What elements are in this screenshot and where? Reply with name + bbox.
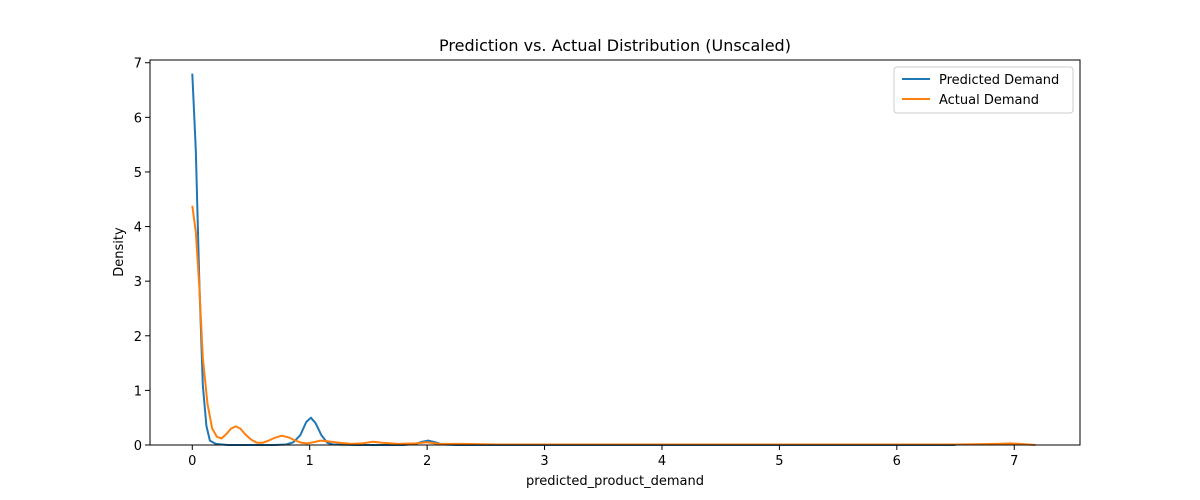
legend-label-predicted: Predicted Demand [939,73,1059,88]
x-tick-label: 2 [423,454,431,469]
y-tick-label: 2 [134,330,142,345]
x-tick-label: 6 [893,454,901,469]
x-tick-label: 4 [658,454,666,469]
x-axis-label: predicted_product_demand [526,474,704,489]
y-tick-label: 3 [134,275,142,290]
y-axis-ticks: 0 1 2 3 4 5 6 7 [134,57,150,454]
x-axis-ticks: 0 1 2 3 4 5 6 7 [188,445,1018,469]
y-tick-label: 5 [134,166,142,181]
plot-frame [149,59,1081,446]
chart-title: Prediction vs. Actual Distribution (Unsc… [439,36,791,55]
x-tick-label: 0 [188,454,196,469]
y-tick-label: 7 [134,57,142,72]
x-tick-label: 3 [540,454,548,469]
legend: Predicted Demand Actual Demand [893,66,1074,114]
plot-background [150,60,1080,445]
legend-box [893,66,1074,114]
y-tick-label: 1 [134,384,142,399]
y-tick-label: 6 [134,111,142,126]
x-tick-label: 1 [306,454,314,469]
x-tick-label: 5 [775,454,783,469]
plot-area [149,59,1081,446]
x-tick-label: 7 [1010,454,1018,469]
y-tick-label: 0 [134,439,142,454]
legend-label-actual: Actual Demand [939,93,1039,108]
y-axis-label: Density [112,227,127,277]
y-tick-label: 4 [134,221,142,236]
